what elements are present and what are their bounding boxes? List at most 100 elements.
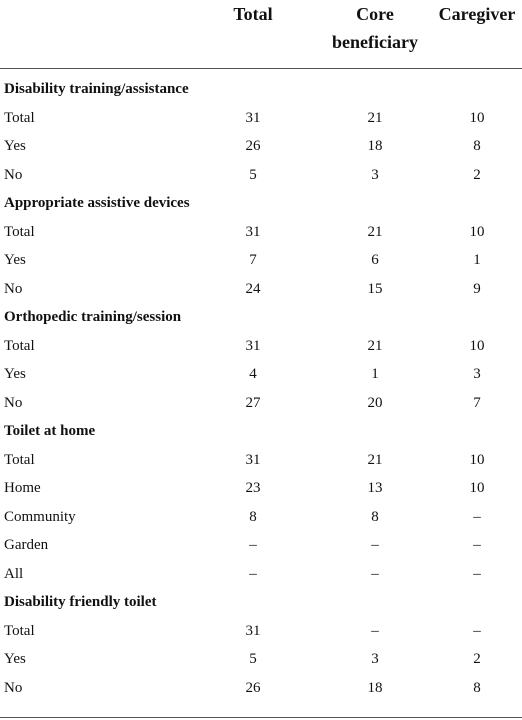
table-row: Home 23 13 10	[0, 474, 522, 503]
row-label: Total	[4, 337, 35, 354]
section-header-row: Orthopedic training/session	[0, 303, 522, 332]
table-row: Yes 26 18 8	[0, 132, 522, 161]
section-header-row: Toilet at home	[0, 417, 522, 446]
section-header-row: Appropriate assistive devices	[0, 189, 522, 218]
row-label: Garden	[4, 537, 49, 553]
cell-core-beneficiary: –	[371, 565, 379, 582]
cell-total: 31	[245, 109, 261, 126]
cell-caregiver: 8	[473, 679, 481, 696]
cell-caregiver: 2	[473, 166, 481, 183]
header-divider	[0, 68, 522, 69]
cell-caregiver: –	[473, 508, 481, 525]
table-row: No 27 20 7	[0, 389, 522, 418]
table-row: Yes 7 6 1	[0, 246, 522, 275]
row-label: Total	[4, 109, 35, 126]
section-title: Appropriate assistive devices	[4, 195, 190, 211]
table-row: Total 31 21 10	[0, 104, 522, 133]
cell-caregiver: –	[473, 565, 481, 582]
row-label: Total	[4, 223, 35, 240]
header-caregiver-label: Caregiver	[438, 4, 516, 24]
row-label: No	[4, 166, 23, 183]
cell-caregiver: 1	[473, 252, 481, 268]
cell-core-beneficiary: 1	[371, 366, 379, 382]
cell-total: 31	[245, 622, 261, 639]
table-row: No 26 18 8	[0, 674, 522, 703]
table-row: Yes 4 1 3	[0, 360, 522, 389]
cell-total: 24	[245, 280, 261, 297]
cell-caregiver: 10	[469, 223, 485, 240]
row-label: No	[4, 394, 23, 411]
section-header-row: Disability friendly toilet	[0, 588, 522, 617]
cell-caregiver: 10	[469, 451, 485, 468]
cell-core-beneficiary: –	[371, 537, 379, 553]
section-title: Disability training/assistance	[4, 81, 189, 97]
cell-total: 5	[249, 651, 257, 667]
table-row: Total 31 21 10	[0, 218, 522, 247]
cell-total: 31	[245, 223, 261, 240]
table-row: No 24 15 9	[0, 275, 522, 304]
row-label: Total	[4, 622, 35, 639]
section-header-row: Disability training/assistance	[0, 75, 522, 104]
section-title: Disability friendly toilet	[4, 594, 157, 610]
row-label: Community	[4, 508, 76, 525]
cell-total: 4	[249, 366, 257, 382]
cell-total: 31	[245, 337, 261, 354]
cell-core-beneficiary: 18	[367, 138, 383, 154]
row-label: Yes	[4, 138, 26, 154]
row-label: Yes	[4, 366, 26, 382]
row-label: Yes	[4, 651, 26, 667]
cell-caregiver: 10	[469, 337, 485, 354]
cell-core-beneficiary: 8	[371, 508, 379, 525]
row-label: Total	[4, 451, 35, 468]
cell-total: 23	[245, 480, 261, 496]
cell-total: 27	[245, 394, 261, 411]
cell-core-beneficiary: 6	[371, 252, 379, 268]
table-row: Garden – – –	[0, 531, 522, 560]
header-core-line2: beneficiary	[332, 32, 418, 52]
cell-caregiver: 7	[473, 394, 481, 411]
cell-total: 7	[249, 252, 257, 268]
cell-total: 8	[249, 508, 257, 525]
cell-core-beneficiary: 20	[367, 394, 383, 411]
table-row: Total 31 21 10	[0, 332, 522, 361]
cell-caregiver: 10	[469, 109, 485, 126]
header-total: Total	[218, 0, 288, 28]
cell-core-beneficiary: 15	[367, 280, 383, 297]
cell-total: 26	[245, 138, 261, 154]
row-label: No	[4, 280, 23, 297]
cell-caregiver: 2	[473, 651, 481, 667]
table-row: Community 8 8 –	[0, 503, 522, 532]
cell-core-beneficiary: 3	[371, 166, 379, 183]
cell-total: 31	[245, 451, 261, 468]
cell-total: 26	[245, 679, 261, 696]
table-row: No 5 3 2	[0, 161, 522, 190]
cell-core-beneficiary: 18	[367, 679, 383, 696]
cell-core-beneficiary: 21	[367, 337, 383, 354]
cell-total: 5	[249, 166, 257, 183]
cell-core-beneficiary: 3	[371, 651, 379, 667]
cell-caregiver: –	[473, 622, 481, 639]
header-total-label: Total	[233, 4, 273, 24]
section-title: Orthopedic training/session	[4, 309, 182, 325]
cell-caregiver: 9	[473, 280, 481, 297]
section-title: Toilet at home	[4, 423, 96, 439]
header-core-beneficiary: Core beneficiary	[320, 0, 430, 56]
table-row: All – – –	[0, 560, 522, 589]
cell-core-beneficiary: 21	[367, 451, 383, 468]
cell-core-beneficiary: 13	[367, 480, 383, 496]
cell-core-beneficiary: –	[371, 622, 379, 639]
table-row: Total 31 21 10	[0, 446, 522, 475]
table-row: Yes 5 3 2	[0, 645, 522, 674]
header-caregiver: Caregiver	[432, 0, 522, 28]
cell-caregiver: 3	[473, 366, 481, 382]
cell-caregiver: –	[473, 537, 481, 553]
bottom-divider	[0, 717, 522, 718]
table-row: Total 31 – –	[0, 617, 522, 646]
cell-core-beneficiary: 21	[367, 223, 383, 240]
cell-caregiver: 8	[473, 138, 481, 154]
header-core-line1: Core	[356, 4, 394, 24]
row-label: All	[4, 565, 24, 582]
table-body: Disability training/assistance Total 31 21 1…	[0, 75, 522, 702]
cell-total: –	[249, 565, 257, 582]
